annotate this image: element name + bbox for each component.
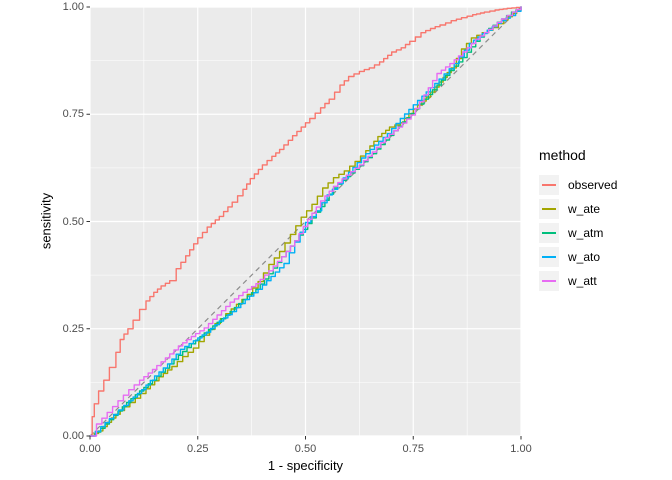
x-tick-label-0.75: 0.75 xyxy=(402,443,424,455)
x-tick-label-1.00: 1.00 xyxy=(510,443,532,455)
legend-item-w_ato: w_ato xyxy=(539,247,617,267)
legend-key-swatch xyxy=(539,223,559,243)
legend-key-line xyxy=(542,256,556,258)
series-observed xyxy=(89,6,522,437)
legend-label: w_att xyxy=(568,274,597,288)
y-axis-title: sensitivity xyxy=(38,192,54,250)
legend-key-swatch xyxy=(539,175,559,195)
legend-item-w_att: w_att xyxy=(539,271,617,291)
legend-label: w_ate xyxy=(568,202,601,216)
y-tick-label-0.25: 0.25 xyxy=(62,322,84,335)
series-w_atm xyxy=(89,6,522,437)
legend-key-line xyxy=(542,232,556,234)
legend-item-observed: observed xyxy=(539,175,617,195)
x-tick-label-0.50: 0.50 xyxy=(294,443,317,455)
legend-key-swatch xyxy=(539,199,559,219)
series-w_att xyxy=(89,6,522,437)
legend-label: observed xyxy=(568,178,618,192)
y-tick-label-0.50: 0.50 xyxy=(62,215,84,228)
legend: method observed w_ate w_atm w_ato w_att xyxy=(539,147,617,295)
legend-title: method xyxy=(539,147,586,163)
legend-label: w_atm xyxy=(568,226,604,240)
y-tick-label-0.75: 0.75 xyxy=(62,108,84,121)
x-axis-title: 1 - specificity xyxy=(267,458,344,473)
y-tick-label-0.00: 0.00 xyxy=(62,430,84,442)
x-tick-label-0.00: 0.00 xyxy=(79,443,101,455)
legend-items: observed w_ate w_atm w_ato w_att xyxy=(539,175,617,291)
legend-key-swatch xyxy=(539,247,559,267)
legend-key-line xyxy=(542,208,556,210)
reference-diagonal-line xyxy=(89,6,522,437)
legend-key-swatch xyxy=(539,271,559,291)
legend-item-w_atm: w_atm xyxy=(539,223,617,243)
legend-item-w_ate: w_ate xyxy=(539,199,617,219)
series-w_ato xyxy=(89,6,522,437)
x-tick-label-0.25: 0.25 xyxy=(187,443,209,455)
y-tick-label-1.00: 1.00 xyxy=(62,1,84,13)
legend-label: w_ato xyxy=(568,250,601,264)
legend-key-line xyxy=(542,184,556,186)
legend-key-line xyxy=(542,280,556,282)
